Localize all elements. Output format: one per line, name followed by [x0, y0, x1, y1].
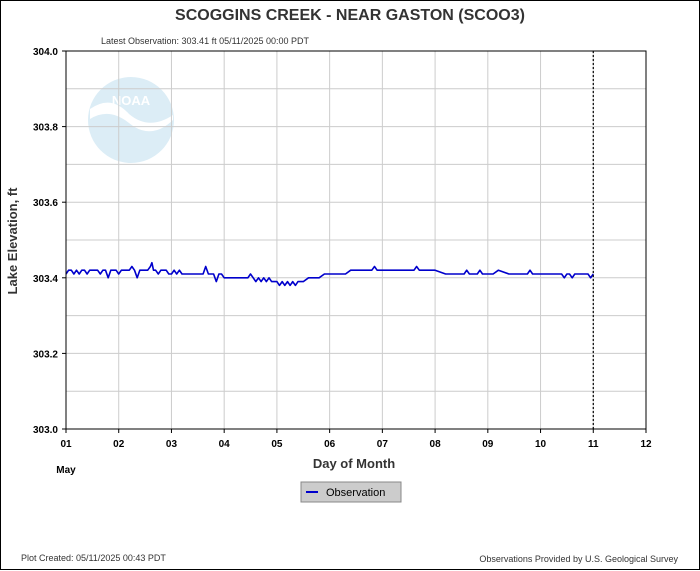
y-tick-label: 303.0 [33, 425, 58, 436]
legend-label-observation: Observation [326, 487, 385, 499]
y-axis-label: Lake Elevation, ft [5, 187, 20, 295]
x-tick-label: 01 [60, 439, 72, 450]
x-tick-label: 06 [324, 439, 336, 450]
x-axis-label: Day of Month [313, 456, 395, 471]
y-tick-label: 303.6 [33, 198, 58, 209]
y-tick-label: 303.4 [33, 274, 58, 285]
x-tick-label: 07 [377, 439, 389, 450]
x-axis-month-label: May [56, 465, 76, 476]
x-tick-label: 10 [535, 439, 547, 450]
x-tick-label: 09 [482, 439, 494, 450]
grid-lines [66, 51, 646, 429]
y-tick-label: 303.2 [33, 349, 58, 360]
x-tick-label: 02 [113, 439, 125, 450]
y-axis-ticks: 303.0 303.2 303.4 303.6 303.8 304.0 [33, 47, 66, 436]
x-tick-label: 11 [588, 439, 599, 450]
noaa-logo-text: NOAA [112, 93, 151, 108]
plot-created-text: Plot Created: 05/11/2025 00:43 PDT [21, 553, 166, 563]
legend-box [300, 481, 402, 503]
x-axis-ticks: 01 02 03 04 05 06 07 08 09 10 11 12 [60, 429, 652, 450]
x-tick-label: 05 [271, 439, 283, 450]
y-tick-label: 303.8 [33, 123, 58, 134]
series-layer [65, 261, 594, 287]
noaa-logo-icon: NOAA [88, 77, 174, 163]
y-tick-label: 304.0 [33, 47, 58, 58]
x-tick-label: 04 [219, 439, 231, 450]
chart-title: SCOGGINS CREEK - NEAR GASTON (SCOO3) [175, 7, 525, 24]
x-tick-label: 03 [166, 439, 178, 450]
latest-observation-text: Latest Observation: 303.41 ft 05/11/2025… [101, 36, 309, 46]
x-tick-label: 08 [430, 439, 442, 450]
series-line-observation [65, 261, 594, 287]
data-source-text: Observations Provided by U.S. Geological… [479, 554, 678, 564]
x-tick-label: 12 [640, 439, 652, 450]
legend: Observation [300, 481, 402, 503]
plot-border [65, 50, 647, 430]
